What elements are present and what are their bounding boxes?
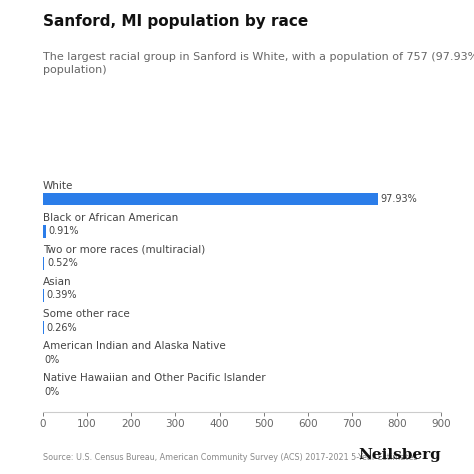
- Text: 0%: 0%: [45, 355, 60, 365]
- Bar: [43, 257, 45, 270]
- Bar: [43, 321, 44, 334]
- Text: 0.26%: 0.26%: [46, 322, 77, 332]
- Text: Native Hawaiian and Other Pacific Islander: Native Hawaiian and Other Pacific Island…: [43, 373, 265, 383]
- Text: 0.52%: 0.52%: [47, 258, 78, 268]
- Text: Black or African American: Black or African American: [43, 213, 178, 223]
- Text: Asian: Asian: [43, 277, 71, 287]
- Text: Neilsberg: Neilsberg: [358, 448, 441, 462]
- Text: American Indian and Alaska Native: American Indian and Alaska Native: [43, 341, 226, 351]
- Bar: [43, 225, 46, 237]
- Text: Sanford, MI population by race: Sanford, MI population by race: [43, 14, 308, 29]
- Text: Source: U.S. Census Bureau, American Community Survey (ACS) 2017-2021 5-Year Est: Source: U.S. Census Bureau, American Com…: [43, 453, 417, 462]
- Text: Some other race: Some other race: [43, 309, 129, 319]
- Text: White: White: [43, 181, 73, 191]
- Text: 0.39%: 0.39%: [46, 291, 77, 301]
- Bar: [43, 290, 44, 301]
- Text: Two or more races (multiracial): Two or more races (multiracial): [43, 245, 205, 255]
- Bar: [43, 193, 378, 206]
- Text: The largest racial group in Sanford is White, with a population of 757 (97.93% o: The largest racial group in Sanford is W…: [43, 52, 474, 75]
- Text: 97.93%: 97.93%: [380, 194, 417, 204]
- Text: 0.91%: 0.91%: [48, 227, 79, 237]
- Text: 0%: 0%: [45, 387, 60, 397]
